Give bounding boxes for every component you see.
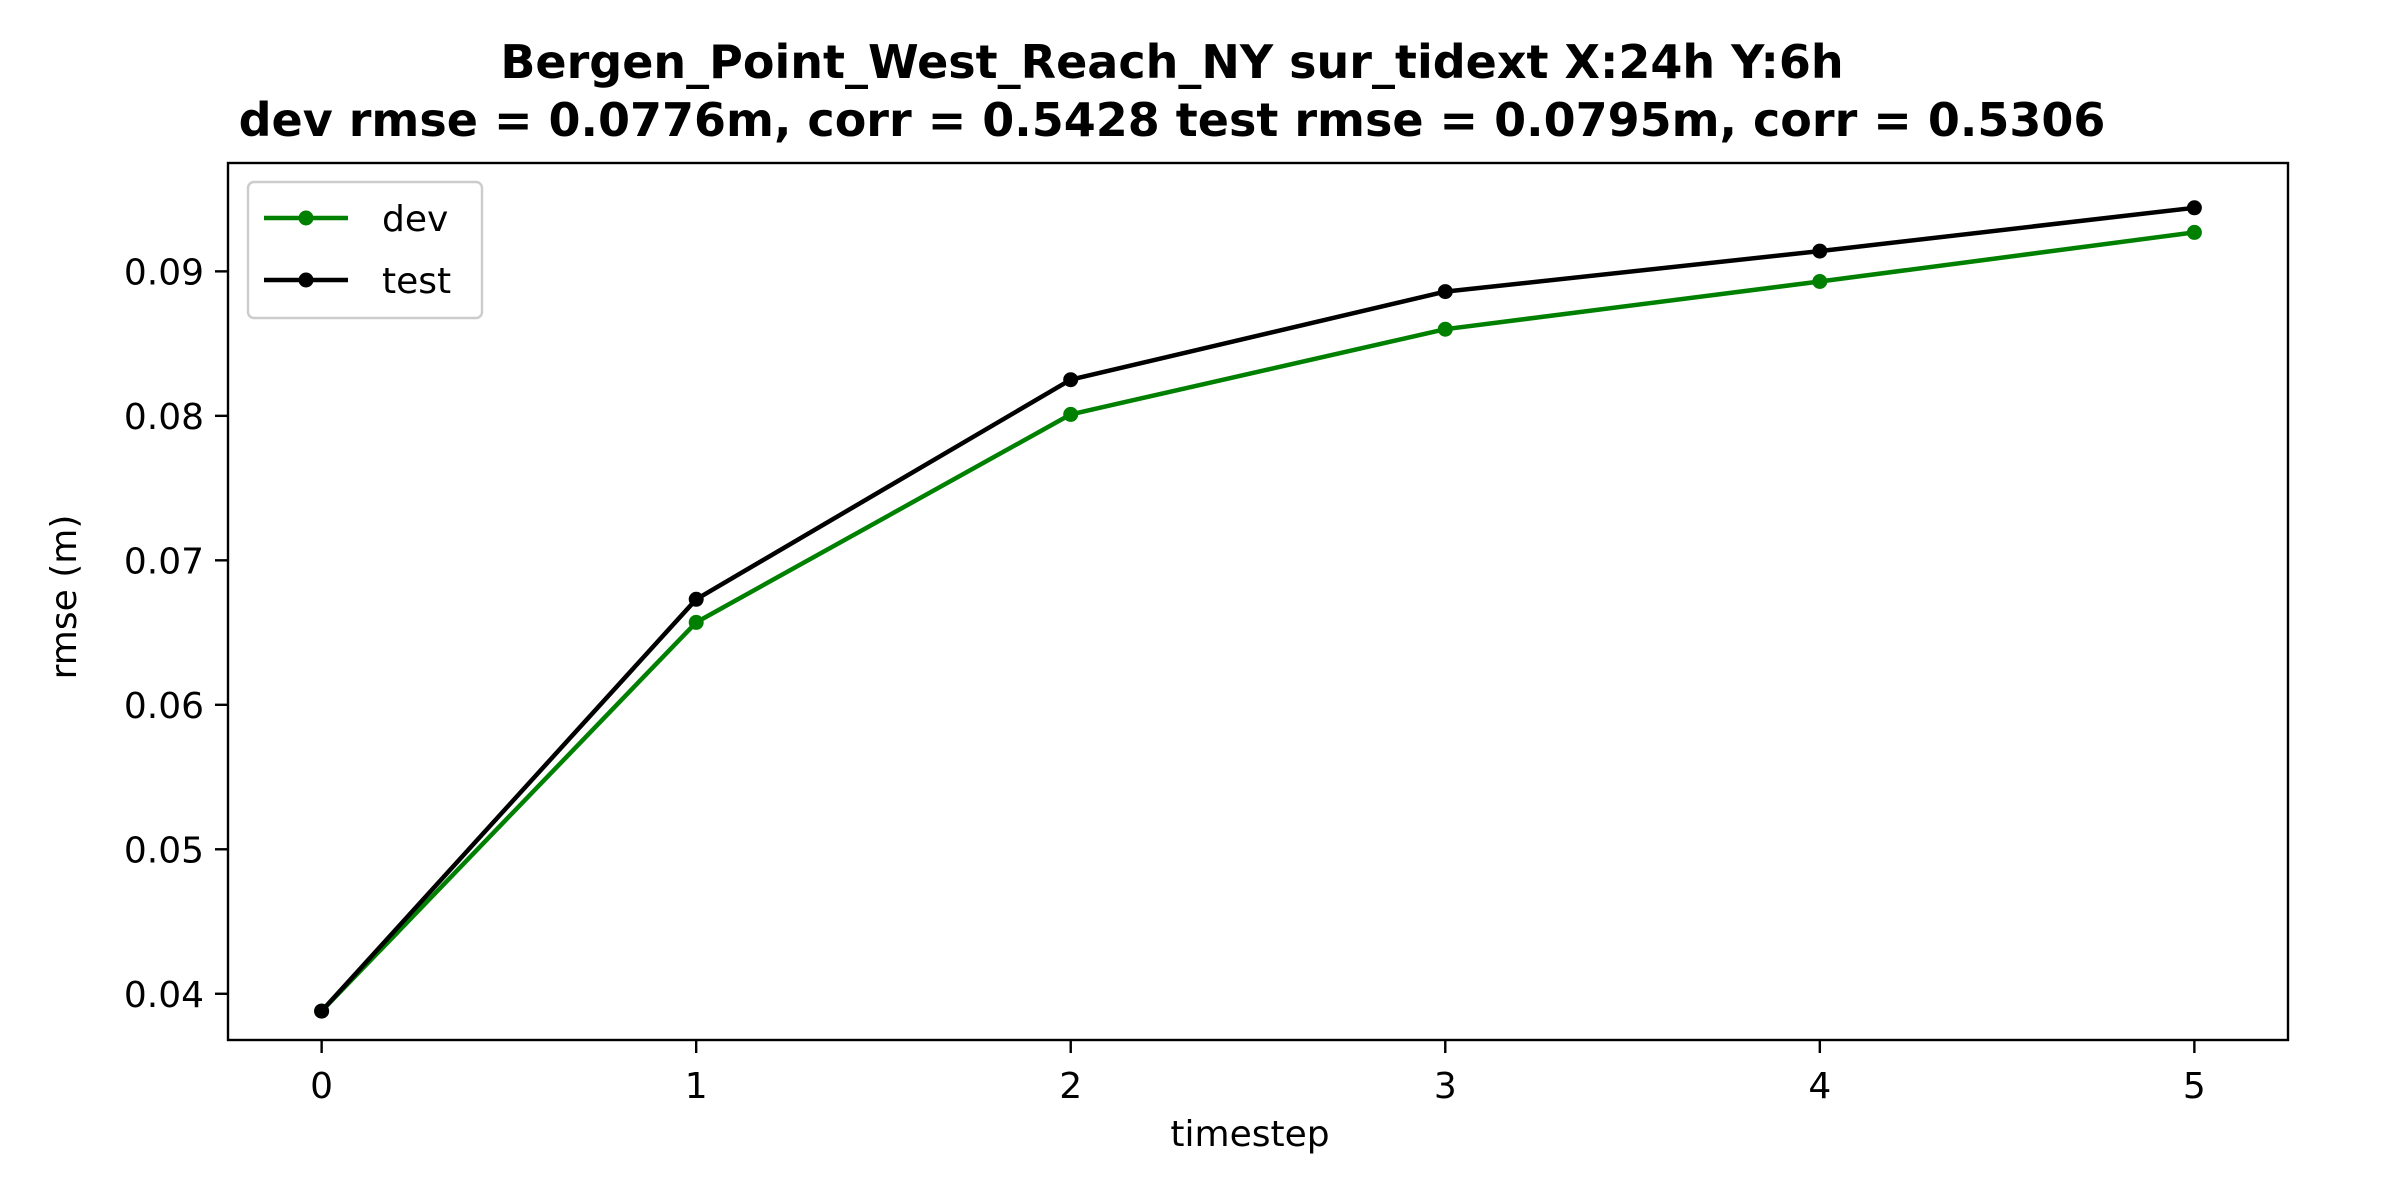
- series-test: [314, 200, 2202, 1019]
- y-tick-label-3: 0.07: [124, 541, 204, 582]
- chart-title: Bergen_Point_West_Reach_NY sur_tidext X:…: [500, 35, 1843, 89]
- y-tick-label-1: 0.05: [124, 830, 204, 871]
- data-point-dev-3: [1437, 321, 1453, 337]
- y-tick-label-5: 0.09: [124, 252, 204, 293]
- y-tick-label-0: 0.04: [124, 975, 204, 1016]
- x-tick-label-3: 3: [1434, 1066, 1457, 1107]
- legend-label-dev: dev: [382, 199, 448, 240]
- x-axis-label: timestep: [1170, 1114, 1329, 1155]
- series-layer: [314, 200, 2202, 1019]
- data-point-dev-4: [1812, 274, 1828, 289]
- data-point-dev-2: [1063, 406, 1079, 422]
- data-point-test-1: [688, 591, 704, 607]
- series-line-dev: [319, 230, 2195, 1013]
- legend-marker-dev: [298, 210, 314, 226]
- data-point-test-5: [2186, 200, 2202, 216]
- legend-label-test: test: [382, 261, 451, 302]
- data-point-test-0: [314, 1003, 330, 1019]
- data-point-test-4: [1812, 243, 1828, 259]
- legend-item-dev: dev: [264, 199, 448, 240]
- axes-layer: 0 1 2 3 4 5 0.04 0.05 0.06 0.07 0.08 0.09: [124, 161, 2290, 1107]
- x-tick-label-2: 2: [1059, 1066, 1082, 1107]
- data-point-dev-5: [2186, 224, 2202, 240]
- data-point-test-3: [1437, 284, 1453, 300]
- plot-frame: [226, 161, 2290, 1042]
- series-line-test: [319, 205, 2195, 1013]
- y-tick-label-2: 0.06: [124, 686, 204, 727]
- x-tick-label-5: 5: [2183, 1066, 2206, 1107]
- data-point-dev-1: [688, 614, 704, 630]
- legend-item-test: test: [264, 261, 451, 302]
- data-point-test-2: [1063, 372, 1079, 388]
- y-axis-label: rmse (m): [44, 515, 85, 680]
- chart-subtitle: dev rmse = 0.0776m, corr = 0.5428 test r…: [239, 93, 2106, 147]
- x-tick-label-4: 4: [1808, 1066, 1831, 1107]
- x-tick-label-1: 1: [685, 1066, 708, 1107]
- legend: dev test: [246, 180, 484, 320]
- x-tick-label-0: 0: [310, 1066, 333, 1107]
- legend-marker-test: [298, 272, 314, 288]
- y-tick-label-4: 0.08: [124, 397, 204, 438]
